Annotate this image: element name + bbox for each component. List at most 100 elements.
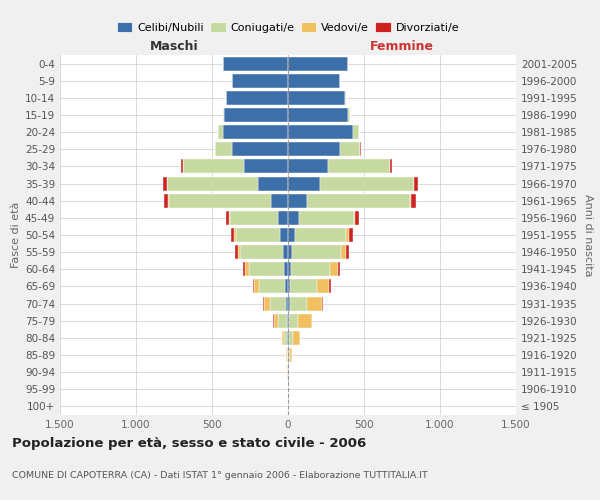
Bar [290,348,292,362]
Bar [226,91,288,105]
Bar [254,280,259,293]
Bar [360,142,361,156]
Bar [244,160,288,173]
Bar [274,314,278,328]
Bar [288,56,349,70]
Bar [293,331,300,345]
Bar [410,194,411,207]
Bar [415,176,418,190]
Bar [264,296,270,310]
Bar [238,245,240,259]
Bar [307,296,322,310]
Y-axis label: Fasce di età: Fasce di età [11,202,21,268]
Bar [292,245,341,259]
Bar [232,74,288,88]
Bar [288,142,340,156]
Bar [288,296,290,310]
Bar [181,160,183,173]
Bar [249,262,284,276]
Bar [288,160,328,173]
Bar [278,211,288,225]
Bar [168,194,169,207]
Bar [353,211,355,225]
Bar [284,262,288,276]
Legend: Celibi/Nubili, Coniugati/e, Vedovi/e, Divorziati/e: Celibi/Nubili, Coniugati/e, Vedovi/e, Di… [112,18,464,37]
Bar [288,194,307,207]
Bar [231,228,234,242]
Bar [349,228,353,242]
Bar [183,160,244,173]
Bar [229,211,230,225]
Bar [224,108,288,122]
Bar [235,245,238,259]
Bar [245,262,249,276]
Bar [288,74,340,88]
Bar [288,125,353,139]
Bar [349,108,350,122]
Bar [288,176,320,190]
Bar [290,296,307,310]
Bar [289,314,298,328]
Bar [312,314,313,328]
Bar [169,194,271,207]
Bar [338,262,340,276]
Bar [298,314,312,328]
Bar [391,160,392,173]
Bar [223,56,288,70]
Bar [215,142,232,156]
Bar [253,280,254,293]
Bar [286,296,288,310]
Bar [353,125,359,139]
Bar [320,176,414,190]
Bar [288,262,291,276]
Bar [295,228,346,242]
Text: Popolazione per età, sesso e stato civile - 2006: Popolazione per età, sesso e stato civil… [12,437,366,450]
Text: Maschi: Maschi [149,40,199,54]
Bar [411,194,416,207]
Bar [288,91,346,105]
Bar [317,280,329,293]
Bar [322,296,323,310]
Bar [287,314,288,328]
Bar [223,108,224,122]
Bar [341,245,346,259]
Bar [299,211,353,225]
Bar [284,331,287,345]
Bar [355,211,359,225]
Bar [244,262,245,276]
Bar [288,245,292,259]
Bar [291,262,330,276]
Bar [307,194,410,207]
Bar [329,280,331,293]
Bar [223,125,288,139]
Bar [259,176,288,190]
Bar [287,331,288,345]
Bar [288,211,299,225]
Y-axis label: Anni di nascita: Anni di nascita [583,194,593,276]
Bar [289,348,290,362]
Bar [232,142,288,156]
Text: Femmine: Femmine [370,40,434,54]
Bar [230,211,278,225]
Bar [288,108,349,122]
Bar [263,296,264,310]
Bar [278,314,287,328]
Bar [270,296,286,310]
Text: COMUNE DI CAPOTERRA (CA) - Dati ISTAT 1° gennaio 2006 - Elaborazione TUTTITALIA.: COMUNE DI CAPOTERRA (CA) - Dati ISTAT 1°… [12,471,428,480]
Bar [414,176,415,190]
Bar [164,194,168,207]
Bar [236,228,280,242]
Bar [273,314,274,328]
Bar [288,280,290,293]
Bar [328,160,390,173]
Bar [288,314,289,328]
Bar [167,176,259,190]
Bar [340,142,360,156]
Bar [271,194,288,207]
Bar [281,331,284,345]
Bar [290,280,317,293]
Bar [283,245,288,259]
Bar [286,348,287,362]
Bar [240,245,283,259]
Bar [289,331,293,345]
